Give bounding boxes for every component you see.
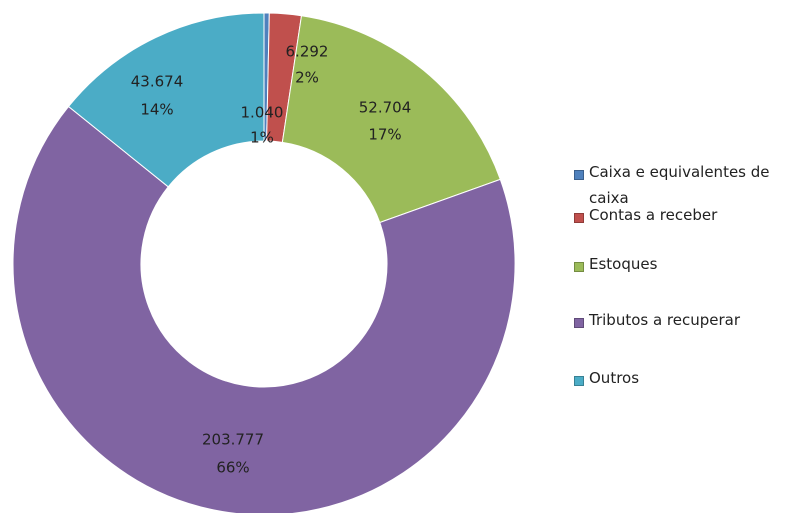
percent-label: 1%: [250, 129, 274, 147]
legend-item: Estoques: [574, 255, 806, 277]
donut-slice: [67, 12, 265, 188]
legend-label: Estoques: [589, 255, 658, 273]
value-label: 43.674: [131, 73, 184, 91]
legend-item: Contas a receber: [574, 206, 806, 228]
percent-label: 2%: [295, 69, 319, 87]
legend-label: Tributos a recuperar: [589, 311, 741, 329]
value-label: 1.040: [241, 104, 284, 122]
legend-label: Outros: [589, 369, 640, 387]
legend-swatch: [574, 213, 584, 223]
value-label: 203.777: [202, 431, 264, 449]
legend-swatch: [574, 376, 584, 386]
percent-label: 66%: [216, 459, 249, 477]
legend-label: Contas a receber: [589, 206, 718, 224]
value-label: 52.704: [359, 99, 412, 117]
chart: 1.040 1% 6.292 2% 52.704 17% 203.777 66% 43.674 1…: [12, 12, 516, 513]
legend-item: Outros: [574, 369, 806, 391]
legend-label: Caixa e equivalentes de caixa: [589, 163, 770, 207]
legend-item: Tributos a recuperar: [574, 311, 806, 333]
legend-swatch: [574, 262, 584, 272]
percent-label: 14%: [140, 101, 173, 119]
legend-swatch: [574, 318, 584, 328]
value-label: 6.292: [286, 43, 329, 61]
donut-slice: [12, 105, 516, 513]
legend-item: Caixa e equivalentes de caixa: [574, 163, 806, 211]
legend-swatch: [574, 170, 584, 180]
donut-slice: [281, 15, 501, 224]
percent-label: 17%: [368, 126, 401, 144]
